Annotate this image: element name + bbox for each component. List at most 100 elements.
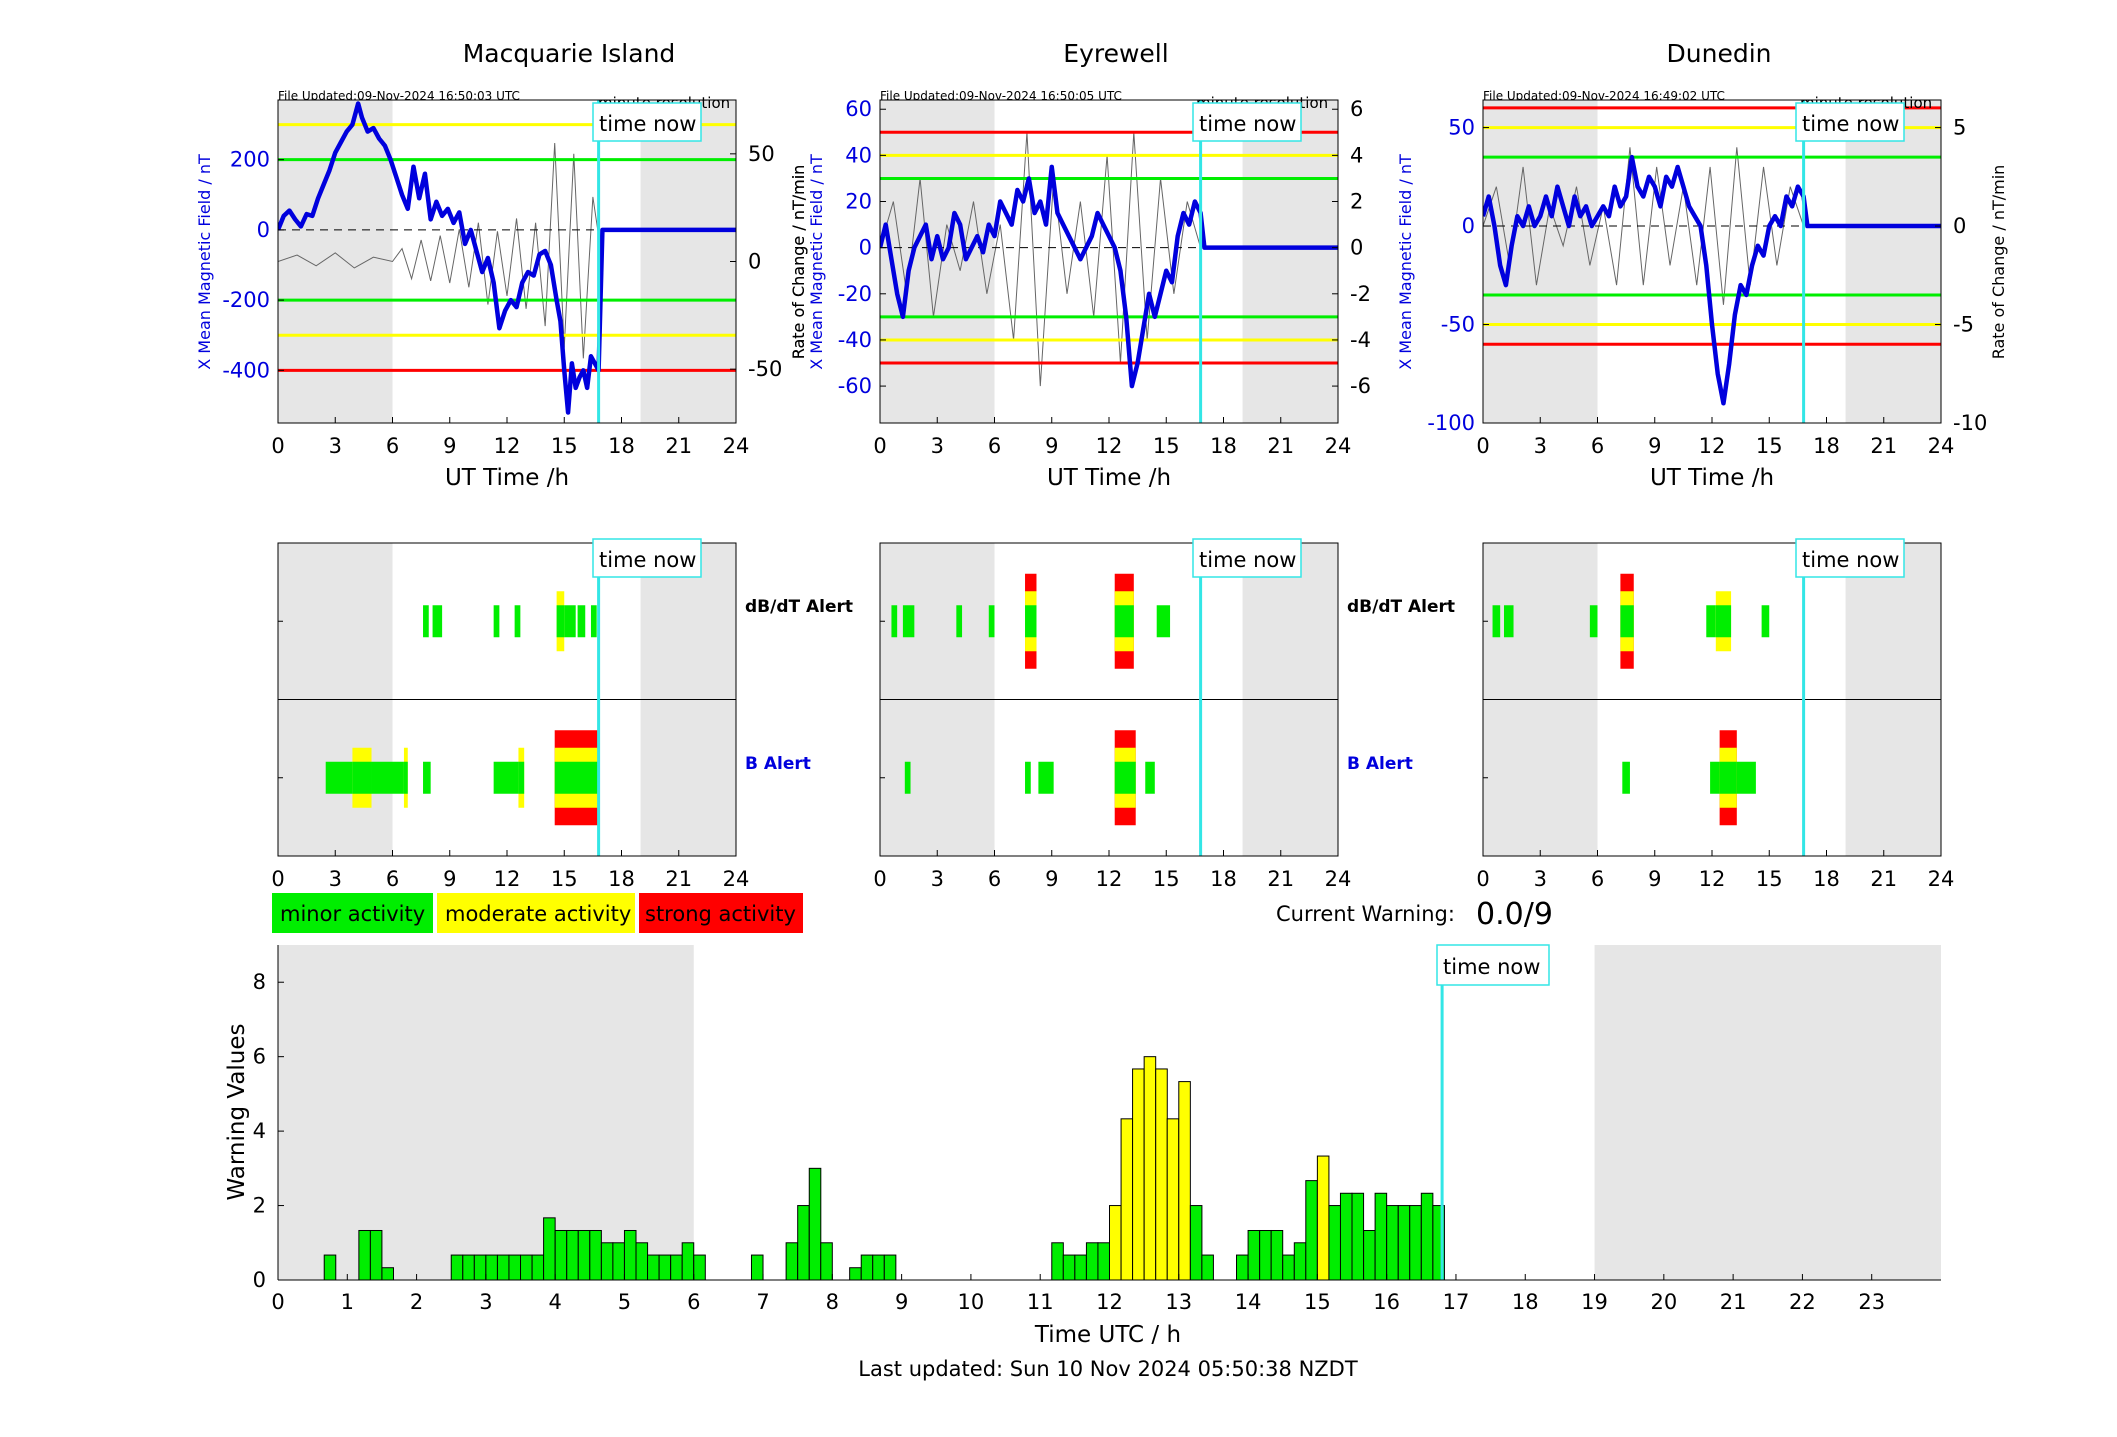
alert-block-level-1 <box>556 605 565 638</box>
panel-title: Eyrewell <box>1063 39 1168 68</box>
warning-bar <box>323 1254 337 1281</box>
y-tick-left-label: -100 <box>1427 411 1475 435</box>
x-tick-label: 18 <box>1210 434 1237 458</box>
legend-swatch <box>437 893 635 933</box>
time-now-label-box: time now <box>1436 944 1550 986</box>
b-alert-label: B Alert <box>1347 754 1413 774</box>
warning-bar <box>1420 1192 1434 1281</box>
y-tick-right-label: 4 <box>1350 143 1363 167</box>
y-axis-right-label: Rate of Change / nT/min <box>1989 165 2008 360</box>
y-tick-right-label: 0 <box>1350 236 1363 260</box>
y-tick-left-label: 0 <box>1462 214 1475 238</box>
x-tick-label: 24 <box>1325 434 1352 458</box>
warning-bar <box>1155 1068 1168 1281</box>
warning-bar <box>473 1254 487 1281</box>
x-tick-label: 17 <box>1443 1290 1470 1314</box>
y-tick-left-label: -60 <box>838 374 872 398</box>
y-tick-left-label: -20 <box>838 282 872 306</box>
x-tick-label: 15 <box>1756 867 1783 891</box>
y-tick-right-label: 0 <box>748 250 761 274</box>
warning-bar <box>1397 1205 1411 1281</box>
x-tick-label: 15 <box>551 867 578 891</box>
warning-bar <box>1062 1254 1076 1281</box>
warning-bar <box>1132 1068 1145 1281</box>
y-tick-label: 4 <box>253 1119 266 1143</box>
x-tick-label: 18 <box>608 434 635 458</box>
x-tick-label: 10 <box>958 1290 985 1314</box>
x-tick-label: 3 <box>329 434 342 458</box>
warning-bar <box>369 1229 383 1281</box>
x-tick-label: 9 <box>1045 434 1058 458</box>
mean-field-line <box>1483 154 1941 406</box>
x-tick-label: 0 <box>1476 867 1489 891</box>
y-tick-left-label: -200 <box>222 288 270 312</box>
x-tick-label: 4 <box>548 1290 561 1314</box>
x-tick-label: 18 <box>608 867 635 891</box>
warning-bar <box>1339 1192 1353 1281</box>
x-tick-label: 18 <box>1512 1290 1539 1314</box>
x-tick-label: 18 <box>1813 867 1840 891</box>
x-tick-label: 21 <box>665 434 692 458</box>
alert-block-level-1 <box>423 761 431 794</box>
warning-bar <box>1270 1229 1284 1281</box>
alert-block-level-1 <box>1145 761 1155 794</box>
x-axis-label: UT Time /h <box>1047 465 1171 491</box>
warning-bar <box>670 1254 683 1281</box>
x-tick-label: 5 <box>618 1290 631 1314</box>
time-now-label: time now <box>1199 112 1296 136</box>
warning-bar <box>1178 1081 1191 1281</box>
warning-bar <box>1282 1254 1295 1281</box>
alert-block-level-1 <box>564 605 576 638</box>
x-tick-label: 12 <box>1096 1290 1123 1314</box>
warning-bar <box>785 1242 799 1281</box>
night-shading <box>880 100 995 423</box>
current-warning-value: 0.0/9 <box>1476 897 1553 932</box>
alert-block-level-1 <box>1710 761 1720 794</box>
alert-block-level-1 <box>1589 605 1598 638</box>
warning-bar <box>1259 1229 1272 1281</box>
alert-block-level-1 <box>352 761 372 794</box>
warning-bar <box>450 1254 464 1281</box>
x-tick-label: 3 <box>1534 434 1547 458</box>
y-axis-right-label: Rate of Change / nT/min <box>789 165 808 360</box>
x-tick-label: 9 <box>1648 434 1661 458</box>
warning-bar <box>566 1229 579 1281</box>
alert-block-level-1 <box>493 761 519 794</box>
night-shading <box>1845 100 1941 423</box>
alert-block-level-1 <box>891 605 898 638</box>
time-now-label: time now <box>1199 548 1296 572</box>
x-tick-label: 2 <box>410 1290 423 1314</box>
x-tick-label: 12 <box>1096 867 1123 891</box>
warning-bar <box>508 1254 522 1281</box>
time-now-label: time now <box>1443 955 1540 979</box>
warning-bar <box>1120 1118 1134 1281</box>
x-tick-label: 12 <box>1096 434 1123 458</box>
x-tick-label: 3 <box>931 867 944 891</box>
last-updated-text: Last updated: Sun 10 Nov 2024 05:50:38 N… <box>858 1357 1358 1381</box>
night-shading <box>278 945 694 1280</box>
x-tick-label: 22 <box>1789 1290 1816 1314</box>
x-tick-label: 15 <box>1153 434 1180 458</box>
warning-bar <box>1409 1205 1422 1281</box>
legend-minor-activity: minor activity <box>272 893 433 933</box>
time-now-label: time now <box>599 548 696 572</box>
y-axis-right-label: Rate of Change / nT/min <box>789 165 808 360</box>
time-now-label-box: time now <box>592 538 702 578</box>
dbdt-alert-label: dB/dT Alert <box>1347 597 1455 617</box>
alert-block-level-1 <box>1706 605 1716 638</box>
x-tick-label: 12 <box>494 867 521 891</box>
current-warning-label: Current Warning: <box>1276 902 1455 926</box>
legend-moderate-activity: moderate activity <box>437 893 635 933</box>
time-now-label: time now <box>599 112 696 136</box>
x-tick-label: 21 <box>1267 867 1294 891</box>
time-now-label-box: time now <box>1795 102 1905 142</box>
y-tick-label: 0 <box>253 1268 266 1292</box>
x-tick-label: 6 <box>386 434 399 458</box>
warning-bar <box>849 1267 862 1281</box>
panel-eyrewell-alerts: 0 3 6 9 12 15 18 21 24 dB/dT Alert B Alert time … <box>873 538 1455 891</box>
alert-block-level-1 <box>1025 761 1031 794</box>
alert-block-level-1 <box>423 605 429 638</box>
warning-bar <box>1316 1155 1330 1281</box>
b-alert-label: B Alert <box>745 754 811 774</box>
